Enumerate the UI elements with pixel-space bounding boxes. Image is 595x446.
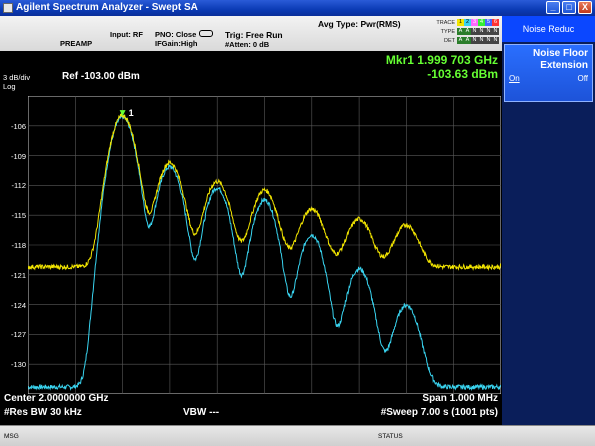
y-tick-label: -121 (10, 270, 26, 280)
scale-per-div: 3 dB/div (3, 73, 31, 82)
type-cell: A (464, 28, 471, 35)
det-cell: A (457, 37, 464, 44)
vbw: VBW --- (183, 407, 220, 418)
type-cell: A (457, 28, 464, 35)
marker-amplitude: -103.63 dBm (427, 67, 498, 81)
y-tick-label: -109 (10, 151, 26, 161)
status-header: PREAMP Input: RF PNO: Close IFGain:High … (0, 16, 502, 51)
det-row-label: DET (444, 38, 455, 44)
y-tick-label: -127 (10, 330, 26, 340)
input-label: Input: RF (110, 30, 143, 39)
app-icon (3, 3, 13, 13)
type-cell: N (471, 28, 478, 35)
type-cell: N (485, 28, 492, 35)
trace-cell: 2 (464, 19, 471, 26)
status-bar: MSG STATUS (0, 425, 595, 446)
softkey-panel: Noise Reduc Noise Floor Extension On Off (502, 16, 595, 425)
trace-row-label: TRACE (436, 20, 455, 26)
type-cell: N (478, 28, 485, 35)
maximize-button[interactable]: □ (562, 1, 576, 14)
instrument-display: PREAMP Input: RF PNO: Close IFGain:High … (0, 16, 502, 425)
ifgain-label: IFGain:High (155, 39, 198, 48)
det-cell: A (464, 37, 471, 44)
msg-label: MSG (4, 433, 19, 440)
window-titlebar: Agilent Spectrum Analyzer - Swept SA _ □… (0, 0, 595, 16)
marker-1-label: 1 (129, 108, 134, 118)
scale-log: Log (3, 82, 16, 91)
status-label: STATUS (378, 433, 403, 440)
trigger-label: Trig: Free Run (225, 30, 283, 40)
y-tick-label: -106 (10, 121, 26, 131)
menu-title: Noise Reduc (502, 16, 595, 42)
pno-label: PNO: Close (155, 30, 197, 39)
close-button[interactable]: X (578, 1, 592, 14)
trace-cell: 1 (457, 19, 464, 26)
softkey-line2: Extension (540, 60, 588, 71)
spectrum-plot: 1 (28, 96, 501, 394)
trace-cell: 5 (485, 19, 492, 26)
trace-cell: 6 (492, 19, 499, 26)
noise-floor-extension-softkey[interactable]: Noise Floor Extension On Off (504, 44, 593, 102)
marker-frequency: Mkr1 1.999 703 GHz (385, 53, 498, 67)
res-bw: #Res BW 30 kHz (4, 407, 82, 418)
det-cell: N (471, 37, 478, 44)
y-tick-label: -130 (10, 360, 26, 370)
pno-icon (199, 30, 213, 37)
y-tick-label: -118 (11, 241, 26, 250)
trace-cell: 4 (478, 19, 485, 26)
det-cell: N (492, 37, 499, 44)
det-cell: N (478, 37, 485, 44)
center-frequency: Center 2.0000000 GHz (4, 393, 109, 404)
type-cell: N (492, 28, 499, 35)
marker-1-diamond (119, 110, 126, 117)
atten-label: #Atten: 0 dB (225, 40, 270, 49)
scale-info: 3 dB/div Log Ref -103.00 dBm Mkr1 1.999 … (0, 51, 502, 111)
y-tick-label: -124 (10, 300, 26, 310)
trace-1-line (28, 111, 501, 271)
minimize-button[interactable]: _ (546, 1, 560, 14)
span: Span 1.000 MHz (422, 393, 498, 404)
sweep-time: #Sweep 7.00 s (1001 pts) (380, 407, 498, 418)
footer-info: Center 2.0000000 GHz #Res BW 30 kHz VBW … (0, 391, 502, 425)
graticule: 1 (28, 96, 501, 394)
det-cell: N (485, 37, 492, 44)
softkey-off-option[interactable]: Off (577, 74, 588, 83)
window-title: Agilent Spectrum Analyzer - Swept SA (16, 2, 198, 13)
type-row-label: TYPE (440, 29, 455, 35)
trace-2-line (28, 113, 501, 392)
softkey-on-option[interactable]: On (509, 74, 520, 83)
y-tick-label: -112 (11, 181, 26, 191)
trace-cell: 3 (471, 19, 478, 26)
y-tick-label: -115 (11, 211, 26, 221)
avg-type-label: Avg Type: Pwr(RMS) (318, 19, 401, 29)
ref-level: Ref -103.00 dBm (62, 71, 140, 82)
softkey-line1: Noise Floor (532, 48, 588, 59)
preamp-label: PREAMP (60, 39, 93, 48)
